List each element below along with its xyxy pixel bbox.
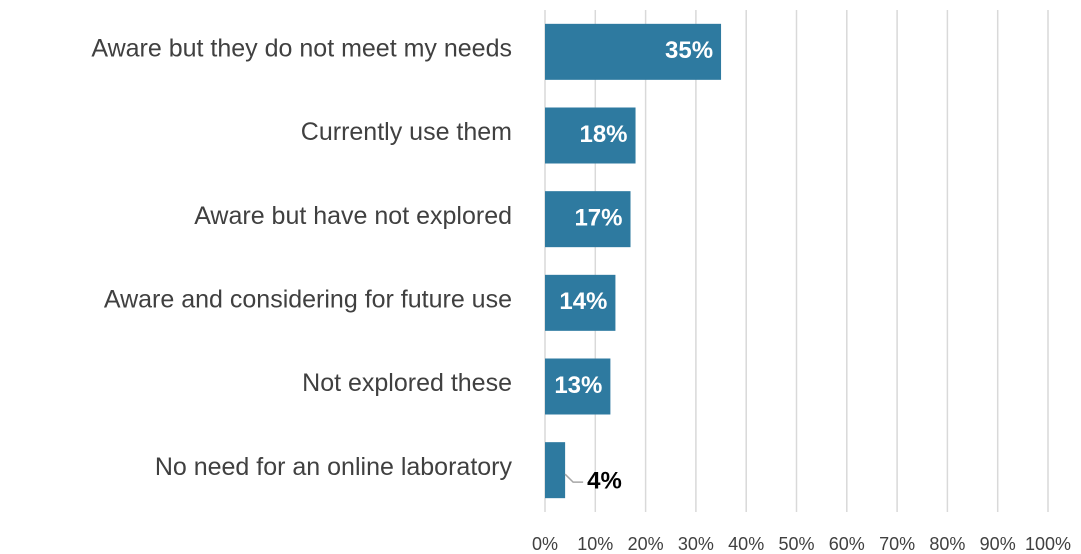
x-tick-label: 20% <box>628 534 664 554</box>
x-tick-label: 0% <box>532 534 558 554</box>
x-tick-label: 80% <box>929 534 965 554</box>
category-label: Aware but they do not meet my needs <box>91 34 512 62</box>
bar <box>545 358 611 415</box>
category-label: Currently use them <box>301 118 512 146</box>
value-label: 18% <box>579 121 627 148</box>
bar <box>545 274 616 331</box>
value-label: 14% <box>559 288 607 315</box>
category-label: Aware but have not explored <box>194 202 512 230</box>
bar <box>545 23 722 80</box>
x-tick-label: 50% <box>778 534 814 554</box>
category-label: Not explored these <box>302 369 512 397</box>
x-tick-label: 30% <box>678 534 714 554</box>
bar <box>545 107 636 164</box>
value-label: 4% <box>587 468 622 495</box>
value-label: 35% <box>665 37 713 64</box>
x-tick-label: 70% <box>879 534 915 554</box>
bar <box>545 191 631 248</box>
x-tick-label: 100% <box>1025 534 1071 554</box>
category-label: Aware and considering for future use <box>104 285 512 313</box>
x-tick-label: 90% <box>980 534 1016 554</box>
x-tick-label: 10% <box>577 534 613 554</box>
x-tick-label: 60% <box>829 534 865 554</box>
bar <box>545 442 566 499</box>
category-label: No need for an online laboratory <box>155 453 513 481</box>
x-tick-label: 40% <box>728 534 764 554</box>
leader-line <box>564 473 584 483</box>
value-label: 17% <box>574 205 622 232</box>
value-label: 13% <box>554 372 602 399</box>
